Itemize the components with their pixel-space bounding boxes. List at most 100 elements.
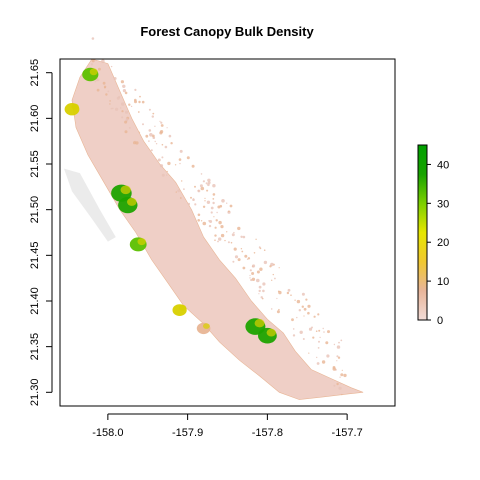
canopy-patch-edge	[71, 103, 79, 110]
raster-cell	[207, 181, 211, 185]
raster-cell	[258, 293, 260, 295]
raster-cell	[241, 250, 244, 253]
raster-cell	[155, 143, 158, 145]
legend-tick-label: 40	[437, 159, 449, 171]
raster-cell	[128, 127, 131, 129]
raster-cell	[226, 202, 228, 204]
raster-cell	[336, 345, 341, 349]
raster-cell	[157, 158, 161, 162]
raster-cell	[214, 239, 216, 241]
raster-cell	[202, 221, 207, 226]
raster-cell	[148, 129, 152, 132]
raster-cell	[301, 292, 305, 296]
raster-cell	[216, 211, 218, 214]
raster-cell	[166, 174, 168, 176]
x-tick-label: -158.0	[92, 427, 123, 439]
raster-cell	[231, 233, 235, 237]
canopy-patch-edge	[203, 323, 210, 329]
raster-cell	[263, 260, 268, 265]
raster-cell	[102, 81, 106, 85]
raster-cell	[308, 352, 310, 354]
raster-cell	[212, 198, 215, 200]
raster-cell	[258, 289, 261, 293]
raster-cell	[341, 393, 343, 396]
raster-cell	[247, 257, 251, 260]
raster-cell	[237, 226, 241, 231]
raster-cell	[204, 200, 206, 202]
raster-cell	[212, 201, 215, 205]
raster-cell	[214, 226, 217, 229]
y-tick-label: 21.50	[29, 196, 41, 224]
raster-cell	[200, 220, 203, 222]
raster-cell	[151, 115, 154, 118]
legend-colorbar	[417, 144, 428, 321]
raster-cell	[302, 338, 305, 340]
raster-cell	[336, 382, 339, 386]
raster-cell	[270, 308, 273, 310]
raster-cell	[296, 316, 298, 319]
raster-cell	[255, 278, 260, 283]
raster-cell	[333, 384, 336, 387]
raster-cell	[120, 107, 122, 109]
raster-cell	[307, 311, 310, 315]
raster-cell	[197, 213, 201, 217]
x-tick-label: -157.9	[172, 427, 203, 439]
raster-cell	[242, 235, 246, 239]
raster-cell	[161, 173, 165, 177]
raster-cell	[287, 288, 291, 292]
raster-cell	[125, 110, 129, 114]
raster-cell	[194, 185, 196, 188]
raster-cell	[178, 158, 182, 161]
raster-cell	[186, 156, 190, 160]
raster-cell	[98, 67, 101, 71]
raster-cell	[107, 90, 110, 93]
raster-cell	[90, 63, 94, 66]
raster-cell	[229, 204, 233, 208]
raster-cell	[240, 248, 243, 250]
raster-cell	[133, 141, 137, 145]
raster-cell	[232, 260, 235, 263]
raster-cell	[187, 202, 191, 206]
raster-cell	[124, 130, 128, 134]
raster-cell	[237, 258, 241, 262]
raster-cell	[206, 189, 209, 192]
raster-cell	[145, 134, 149, 138]
raster-cell	[109, 100, 111, 102]
raster-cell	[166, 170, 168, 173]
raster-cell	[316, 356, 318, 359]
raster-cell	[256, 270, 260, 274]
raster-cell	[220, 233, 225, 238]
raster-cell	[141, 100, 145, 104]
raster-cell	[228, 210, 230, 213]
raster-cell	[294, 299, 296, 301]
raster-cell	[139, 95, 141, 98]
raster-cell	[278, 308, 280, 311]
x-tick-label: -157.7	[332, 427, 363, 439]
raster-cell	[150, 149, 153, 152]
raster-cell	[166, 127, 168, 129]
raster-cell	[160, 121, 163, 124]
raster-cell	[252, 264, 256, 268]
raster-cell	[154, 125, 156, 128]
raster-cell	[269, 265, 272, 268]
raster-cell	[316, 362, 320, 365]
raster-cell	[276, 310, 280, 314]
raster-cell	[339, 376, 341, 378]
raster-cell	[197, 219, 200, 222]
raster-cell	[197, 189, 200, 192]
raster-cell	[338, 341, 340, 344]
raster-cell	[160, 124, 164, 127]
raster-cell	[258, 285, 262, 289]
raster-cell	[242, 266, 246, 270]
raster-cell	[179, 197, 182, 199]
raster-cell	[202, 205, 206, 208]
raster-cell	[124, 91, 128, 95]
raster-cell	[218, 237, 222, 241]
raster-cell	[255, 238, 257, 240]
y-tick-label: 21.30	[29, 379, 41, 407]
raster-cell	[308, 327, 313, 331]
raster-cell	[292, 334, 296, 337]
raster-cell	[299, 330, 303, 334]
